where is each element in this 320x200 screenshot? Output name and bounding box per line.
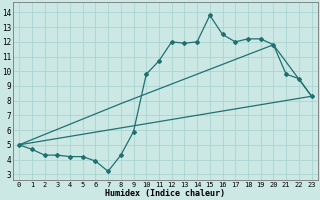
X-axis label: Humidex (Indice chaleur): Humidex (Indice chaleur) <box>105 189 225 198</box>
